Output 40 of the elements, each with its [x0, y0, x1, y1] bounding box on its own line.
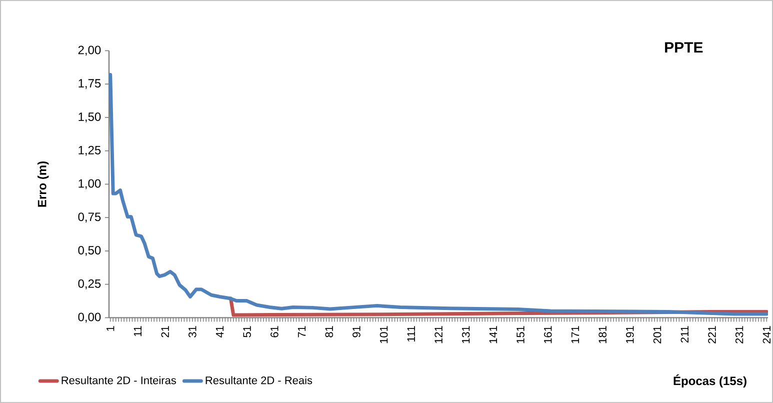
x-tick-label: 211	[680, 326, 688, 343]
y-tick-label: 0,50	[78, 246, 101, 256]
y-tick-label: 0,75	[78, 212, 101, 223]
x-tick-label: 201	[653, 326, 662, 344]
legend-label: Resultante 2D - Reais	[206, 376, 312, 384]
y-tick-label: 1,00	[78, 179, 101, 190]
x-tick-label: 11	[134, 326, 142, 336]
x-tick-label: 241	[762, 326, 770, 344]
x-tick-label: 81	[325, 326, 334, 338]
x-tick-label: 191	[626, 326, 634, 344]
x-tick-label: 181	[598, 326, 606, 344]
x-tick-label: 41	[216, 326, 224, 338]
legend-label: Resultante 2D - Inteiras	[62, 376, 176, 384]
x-tick-label: 91	[352, 326, 360, 338]
x-tick-label: 1	[106, 326, 114, 331]
y-tick-label: 2,00	[78, 46, 101, 56]
x-tick-label: 231	[735, 326, 744, 344]
x-tick-label: 111	[407, 326, 415, 342]
x-tick-label: 101	[380, 326, 388, 344]
x-tick-label: 51	[243, 326, 251, 338]
y-tick-label: 0,00	[78, 312, 101, 323]
chart-title: PPTE	[665, 42, 703, 53]
y-tick-label: 1,50	[78, 112, 101, 122]
x-tick-label: 121	[434, 326, 442, 344]
y-tick-label: 1,75	[78, 79, 101, 89]
y-axis-title: Erro (m)	[37, 161, 49, 207]
y-tick-label: 0,25	[78, 279, 101, 290]
x-tick-label: 171	[571, 326, 580, 344]
x-tick-label: 71	[298, 326, 306, 338]
x-tick-label: 161	[544, 326, 552, 344]
x-tick-label: 131	[462, 326, 470, 344]
x-tick-label: 61	[270, 326, 278, 338]
x-tick-label: 151	[516, 326, 524, 344]
y-tick-label: 1,25	[78, 146, 101, 156]
x-axis-title: Épocas (15s)	[674, 374, 746, 388]
x-tick-label: 31	[188, 326, 196, 338]
line-series	[109, 72, 768, 316]
x-tick-label: 221	[708, 326, 716, 344]
x-tick-label: 21	[161, 326, 169, 338]
x-tick-label: 141	[489, 326, 497, 344]
